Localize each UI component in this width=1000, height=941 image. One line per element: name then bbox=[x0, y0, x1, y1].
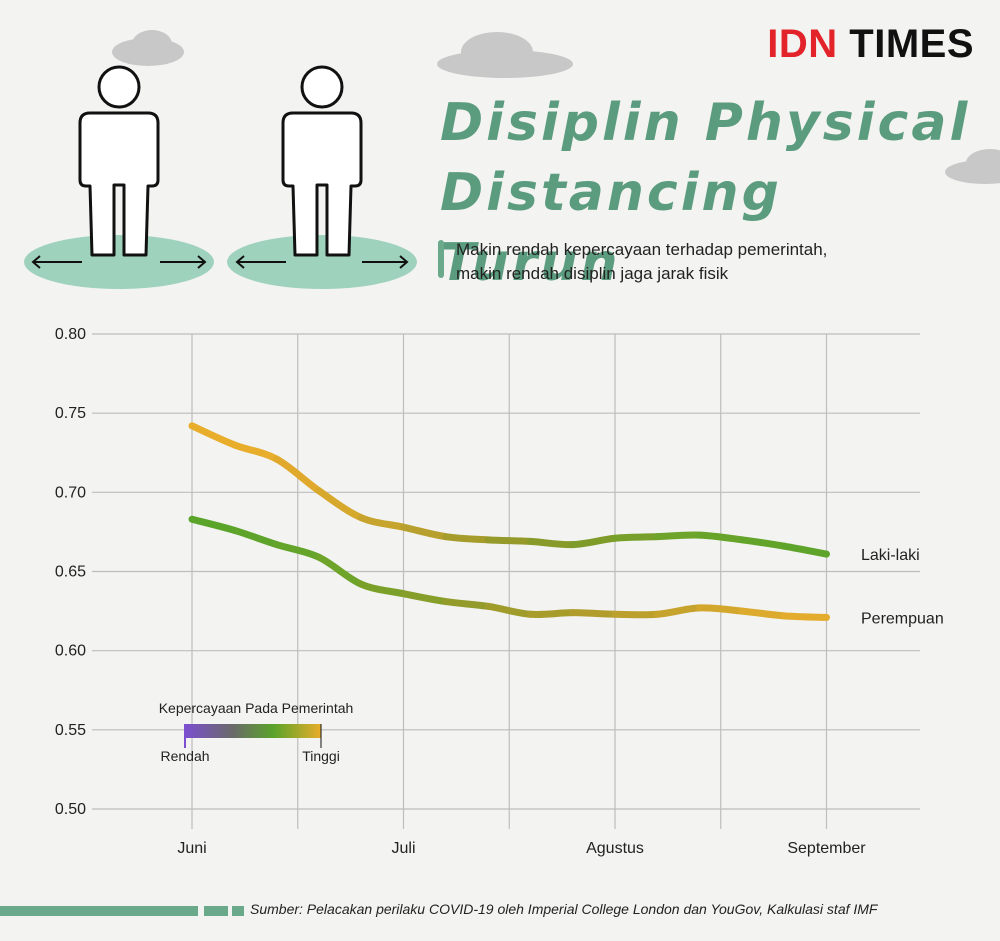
series-segment bbox=[273, 541, 323, 561]
x-tick-label: Juni bbox=[177, 840, 206, 857]
person-distance-icon bbox=[24, 65, 214, 289]
series-segment bbox=[273, 455, 323, 495]
title-line-1: Disiplin Physical bbox=[440, 93, 971, 153]
series-line-perempuan bbox=[188, 515, 830, 621]
x-axis-ticks: Juni Juli Agustus September bbox=[177, 840, 866, 857]
series-label: Laki-laki bbox=[861, 547, 920, 564]
series-segment bbox=[653, 531, 704, 541]
series-segment bbox=[653, 604, 704, 618]
series-line-laki-laki bbox=[188, 422, 830, 558]
series-segment bbox=[738, 607, 788, 620]
y-tick-label: 0.60 bbox=[55, 643, 86, 660]
series-segment bbox=[569, 534, 619, 549]
y-tick-label: 0.75 bbox=[55, 405, 86, 422]
series-segment bbox=[780, 542, 830, 558]
series-segment bbox=[357, 580, 407, 598]
x-tick-label: September bbox=[787, 840, 866, 857]
series-segment bbox=[315, 553, 365, 588]
series-segment bbox=[569, 609, 619, 618]
cloud-icon bbox=[437, 32, 573, 78]
series-segment bbox=[400, 590, 450, 606]
cloud-icon bbox=[945, 149, 1000, 184]
series-segment bbox=[357, 514, 407, 531]
series-segment bbox=[696, 604, 746, 615]
series-segment bbox=[230, 526, 281, 549]
series-segment bbox=[611, 610, 661, 619]
legend-gradient-bar bbox=[185, 724, 321, 738]
brand-logo-part2: TIMES bbox=[849, 22, 974, 66]
y-tick-label: 0.80 bbox=[55, 326, 86, 343]
series-segment bbox=[442, 598, 492, 610]
series-segment bbox=[188, 515, 238, 534]
series-segment bbox=[484, 536, 534, 545]
cloud-icon bbox=[112, 30, 184, 66]
series-segment bbox=[484, 602, 534, 618]
y-axis-ticks: 0.80 0.75 0.70 0.65 0.60 0.55 0.50 bbox=[55, 326, 86, 818]
brand-logo: IDN TIMES bbox=[767, 22, 974, 67]
subtitle-line-2: makin rendah disiplin jaga jarak fisik bbox=[456, 264, 729, 283]
series-label: Perempuan bbox=[861, 610, 944, 627]
series-segment bbox=[315, 487, 365, 522]
x-tick-label: Agustus bbox=[586, 840, 644, 857]
x-tick-label: Juli bbox=[391, 840, 415, 857]
source-bar bbox=[0, 906, 244, 916]
series-segment bbox=[442, 533, 492, 544]
source-note: Sumber: Pelacakan perilaku COVID-19 oleh… bbox=[250, 901, 878, 917]
brand-logo-part1: IDN bbox=[767, 22, 838, 66]
legend-low-label: Rendah bbox=[160, 748, 209, 764]
series-segment bbox=[400, 523, 450, 541]
y-tick-label: 0.70 bbox=[55, 484, 86, 501]
series-segment bbox=[780, 612, 830, 621]
subtitle-line-1: Makin rendah kepercayaan terhadap pemeri… bbox=[456, 240, 828, 259]
y-tick-label: 0.65 bbox=[55, 564, 86, 581]
series-labels: Laki-laki Perempuan bbox=[861, 547, 944, 627]
chart-series bbox=[188, 422, 830, 621]
subtitle: Makin rendah kepercayaan terhadap pemeri… bbox=[456, 238, 976, 286]
legend-high-label: Tinggi bbox=[302, 748, 340, 764]
subtitle-accent bbox=[438, 240, 444, 278]
chart-grid bbox=[92, 333, 920, 829]
series-segment bbox=[611, 533, 661, 542]
series-segment bbox=[738, 536, 788, 550]
series-segment bbox=[526, 537, 577, 549]
legend-title: Kepercayaan Pada Pemerintah bbox=[159, 700, 354, 716]
trust-legend: Kepercayaan Pada Pemerintah Rendah Tingg… bbox=[159, 700, 354, 764]
person-distance-icon bbox=[227, 65, 417, 289]
series-segment bbox=[230, 441, 281, 463]
y-tick-label: 0.50 bbox=[55, 801, 86, 818]
y-tick-label: 0.55 bbox=[55, 722, 86, 739]
series-segment bbox=[696, 531, 746, 544]
line-chart: 0.80 0.75 0.70 0.65 0.60 0.55 0.50 Juni Juli Agu… bbox=[55, 326, 944, 857]
series-segment bbox=[526, 609, 577, 618]
series-segment bbox=[188, 422, 238, 449]
title-line-2: Distancing Turun bbox=[440, 163, 782, 293]
page-title: Disiplin Physical Distancing Turun bbox=[440, 88, 980, 298]
